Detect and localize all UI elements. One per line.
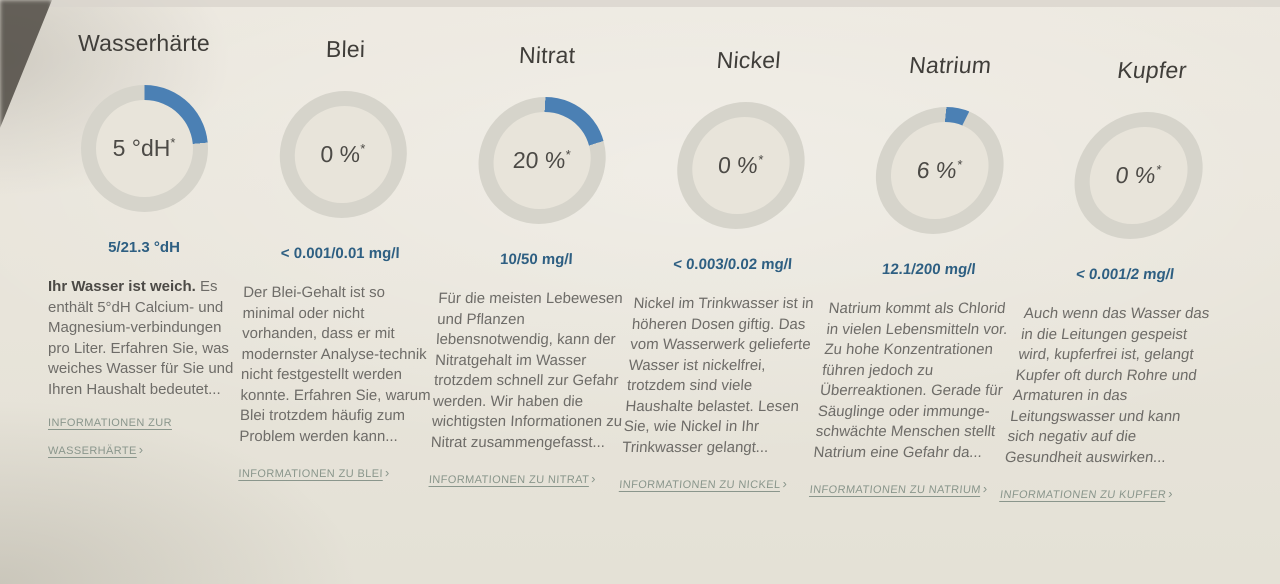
donut-gauge: 6 %* [869, 107, 1010, 234]
chevron-right-icon: › [1167, 486, 1174, 502]
info-link-natrium[interactable]: INFORMATIONEN ZU NATRIUM› [809, 481, 989, 497]
chevron-right-icon: › [781, 476, 788, 492]
card-nitrat: Nitrat 20 %* 10/50 mg/l Für die meisten … [428, 42, 644, 493]
footnote-asterisk: * [360, 141, 366, 156]
card-title: Natrium [908, 52, 993, 78]
gauge-value: 20 %* [512, 147, 572, 173]
gauge-card-row: Wasserhärte 5 °dH* 5/21.3 °dH Ihr Wasser… [48, 30, 1211, 501]
gauge-value: 0 %* [1114, 162, 1163, 188]
card-title: Nitrat [518, 42, 576, 68]
description-text: Natrium kommt als Chlorid in vielen Lebe… [812, 300, 1009, 461]
footnote-asterisk: * [1155, 162, 1163, 177]
description-text: Auch wenn das Wasser das in die Leitunge… [1003, 305, 1211, 466]
measured-vs-limit: < 0.003/0.02 mg/l [672, 256, 793, 273]
donut-gauge: 0 %* [671, 102, 809, 229]
card-blei: Blei 0 %* < 0.001/0.01 mg/l Der Blei-Geh… [238, 36, 442, 487]
description-intro: Ihr Wasser ist weich. [48, 278, 196, 295]
donut-gauge: 5 °dH* [80, 85, 208, 212]
card-title: Wasserhärte [78, 30, 210, 56]
measured-vs-limit: 12.1/200 mg/l [881, 261, 977, 278]
description-text: Nickel im Trinkwasser ist in höheren Dos… [621, 295, 815, 456]
card-wasserhaerte: Wasserhärte 5 °dH* 5/21.3 °dH Ihr Wasser… [48, 30, 240, 481]
measured-vs-limit: 5/21.3 °dH [108, 239, 180, 256]
chevron-right-icon: › [982, 481, 989, 497]
card-title: Nickel [715, 47, 782, 73]
measured-vs-limit: < 0.001/2 mg/l [1074, 266, 1176, 283]
gauge-value: 6 %* [915, 157, 964, 183]
footnote-asterisk: * [956, 157, 964, 172]
footnote-asterisk: * [757, 152, 764, 167]
info-link-nickel[interactable]: INFORMATIONEN ZU NICKEL› [618, 476, 788, 492]
footnote-asterisk: * [170, 135, 176, 150]
chevron-right-icon: › [384, 465, 390, 481]
gauge-value: 5 °dH* [112, 135, 176, 161]
donut-gauge: 0 %* [1066, 112, 1210, 239]
info-link-kupfer[interactable]: INFORMATIONEN ZU KUPFER› [999, 486, 1174, 502]
description-text: Der Blei-Gehalt ist so minimal oder nich… [239, 284, 431, 445]
measured-vs-limit: < 0.001/0.01 mg/l [280, 245, 400, 262]
gauge-value: 0 %* [320, 141, 366, 167]
description-text: Für die meisten Lebewesen und Pflanzen l… [430, 290, 624, 451]
card-title: Kupfer [1115, 57, 1189, 83]
info-link-wasserhaerte[interactable]: INFORMATIONEN ZUR WASSERHÄRTE › [48, 417, 172, 457]
footnote-asterisk: * [565, 147, 572, 162]
gauge-value: 0 %* [717, 152, 764, 178]
card-title: Blei [325, 36, 366, 62]
info-link-nitrat[interactable]: INFORMATIONEN ZU NITRAT› [428, 471, 597, 487]
donut-gauge: 0 %* [277, 91, 408, 218]
screen-edge-strip [0, 0, 1280, 7]
card-nickel: Nickel 0 %* < 0.003/0.02 mg/l Nickel im … [618, 47, 846, 498]
measured-vs-limit: 10/50 mg/l [499, 251, 574, 268]
donut-gauge: 20 %* [474, 97, 609, 224]
info-link-blei[interactable]: INFORMATIONEN ZU BLEI › [238, 465, 390, 481]
chevron-right-icon: › [590, 471, 597, 487]
chevron-right-icon: › [138, 441, 144, 457]
description-text: Ihr Wasser ist weich. Es enthält 5°dH Ca… [48, 278, 234, 398]
